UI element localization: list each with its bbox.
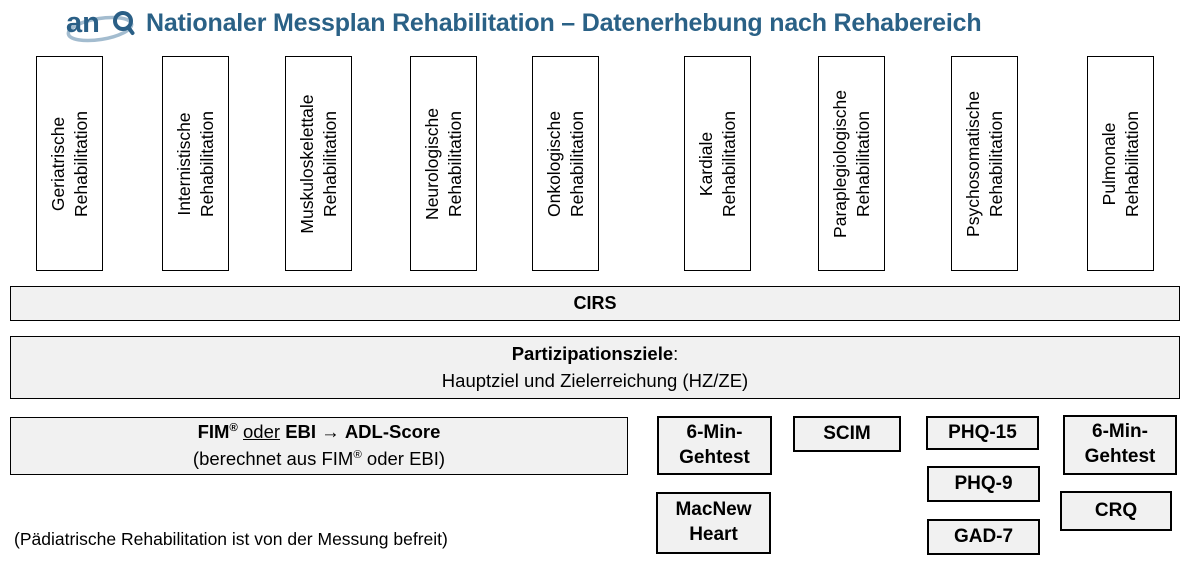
- cirs-label: CIRS: [573, 293, 617, 313]
- column-label: Kardiale Rehabilitation: [694, 56, 740, 271]
- measure-label-line2: Gehtest: [679, 446, 750, 468]
- fim-line1: FIM® oder EBI → ADL-Score: [198, 419, 441, 446]
- adl-score-label: ADL-Score: [344, 421, 441, 443]
- measure-label-line1: 6-Min-: [686, 421, 743, 443]
- column-label-line2: Rehabilitation: [444, 110, 465, 217]
- column-label-line1: Pulmonale: [1098, 122, 1119, 205]
- column-label-line2: Rehabilitation: [1121, 110, 1142, 217]
- column-label-line1: Psychosomatische: [962, 90, 983, 237]
- column-geriatrische: Geriatrische Rehabilitation: [36, 56, 103, 271]
- measure-label-line1: 6-Min-: [1092, 421, 1148, 443]
- column-label: Neurologische Rehabilitation: [420, 56, 466, 271]
- box-6min-gehtest-pulmonale: 6-Min- Gehtest: [1063, 415, 1177, 475]
- column-label-line1: Neurologische: [421, 107, 442, 220]
- fim-line2-registered-mark: ®: [353, 448, 362, 461]
- column-pulmonale: Pulmonale Rehabilitation: [1087, 56, 1154, 271]
- column-label-line1: Geriatrische: [47, 116, 68, 211]
- column-label-line1: Paraplegiologische: [829, 89, 850, 238]
- page-title: Nationaler Messplan Rehabilitation – Dat…: [146, 9, 982, 37]
- column-label: Pulmonale Rehabilitation: [1097, 56, 1143, 271]
- logo-an-text: an: [66, 7, 100, 39]
- fim-line2-text-end: oder EBI): [361, 448, 446, 469]
- box-crq: CRQ: [1060, 491, 1172, 531]
- measure-label-line1: MacNew: [675, 499, 752, 521]
- column-psychosomatische: Psychosomatische Rehabilitation: [951, 56, 1018, 271]
- box-scim: SCIM: [793, 416, 901, 452]
- column-label-line2: Rehabilitation: [319, 110, 340, 217]
- column-kardiale: Kardiale Rehabilitation: [684, 56, 751, 271]
- fim-oder: oder: [243, 421, 281, 443]
- column-label-line1: Onkologische: [543, 110, 564, 217]
- arrow-right-icon: →: [321, 421, 340, 443]
- box-phq-15: PHQ-15: [926, 416, 1039, 450]
- column-label: Muskuloskelettale Rehabilitation: [295, 56, 341, 271]
- ebi-label: EBI: [285, 421, 317, 443]
- box-fim-ebi-adl: FIM® oder EBI → ADL-Score (berechnet aus…: [10, 417, 628, 475]
- column-label-line2: Rehabilitation: [985, 110, 1006, 217]
- anq-logo: an: [66, 7, 135, 43]
- column-paraplegiologische: Paraplegiologische Rehabilitation: [818, 56, 885, 271]
- measure-label-line2: Heart: [689, 524, 738, 545]
- measure-label: CRQ: [1094, 499, 1138, 521]
- column-label: Paraplegiologische Rehabilitation: [828, 56, 874, 271]
- box-6min-gehtest-kardiale: 6-Min- Gehtest: [657, 416, 772, 475]
- box-phq-9: PHQ-9: [927, 466, 1040, 502]
- column-label: Onkologische Rehabilitation: [542, 56, 588, 271]
- logo-q-bowl: [113, 11, 133, 31]
- partizipation-line2: Hauptziel und Zielerreichung (HZ/ZE): [441, 369, 749, 391]
- column-label: Internistische Rehabilitation: [172, 56, 218, 271]
- bar-partizipationsziele: Partizipationsziele: Hauptziel und Ziele…: [10, 336, 1180, 399]
- measure-label: SCIM: [823, 422, 871, 444]
- fim-label: FIM: [197, 421, 230, 443]
- partizipation-line1: Partizipationsziele:: [512, 341, 679, 368]
- column-label-line1: Internistische: [173, 111, 194, 216]
- fim-line2: (berechnet aus FIM® oder EBI): [193, 446, 445, 473]
- partizipation-title: Partizipationsziele: [511, 342, 674, 364]
- box-gad-7: GAD-7: [927, 519, 1040, 555]
- fim-line2-text: (berechnet aus FIM: [192, 448, 354, 469]
- column-label-line2: Rehabilitation: [70, 110, 91, 217]
- measure-label: GAD-7: [953, 525, 1014, 547]
- logo-q-tail: [126, 25, 135, 35]
- column-internistische: Internistische Rehabilitation: [162, 56, 229, 271]
- column-muskuloskelettale: Muskuloskelettale Rehabilitation: [285, 56, 352, 271]
- column-neurologische: Neurologische Rehabilitation: [410, 56, 477, 271]
- column-label-line2: Rehabilitation: [718, 110, 739, 217]
- column-label-line2: Rehabilitation: [196, 110, 217, 217]
- column-label-line2: Rehabilitation: [852, 110, 873, 217]
- column-label-line1: Kardiale: [695, 131, 716, 196]
- bar-cirs: CIRS: [10, 286, 1180, 321]
- box-macnew-heart: MacNew Heart: [656, 492, 771, 554]
- column-label-line2: Rehabilitation: [566, 110, 587, 217]
- paediatrie-footnote: (Pädiatrische Rehabilitation ist von der…: [14, 529, 448, 549]
- measure-label: PHQ-15: [948, 421, 1017, 443]
- column-label: Geriatrische Rehabilitation: [46, 56, 92, 271]
- column-label: Psychosomatische Rehabilitation: [961, 56, 1007, 271]
- partizipation-colon: :: [673, 342, 679, 364]
- measure-label-line2: Gehtest: [1084, 446, 1156, 467]
- column-onkologische: Onkologische Rehabilitation: [532, 56, 599, 271]
- measure-label: PHQ-9: [954, 472, 1013, 494]
- column-label-line1: Muskuloskelettale: [296, 93, 317, 234]
- fim-registered-mark: ®: [229, 422, 238, 435]
